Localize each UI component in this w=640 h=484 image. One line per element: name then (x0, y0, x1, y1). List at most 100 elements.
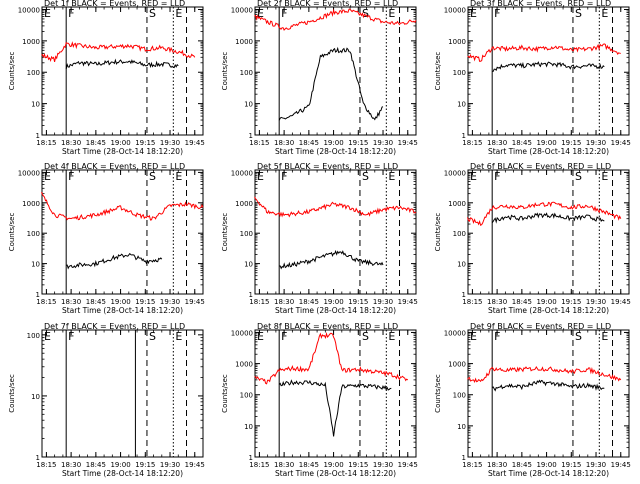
event-marker-label: E (257, 330, 264, 343)
x-tick-label: 19:00 (536, 139, 556, 147)
event-marker-label: E (601, 7, 608, 20)
chart-title: Det 1f BLACK = Events, RED = LLD (44, 0, 185, 8)
y-tick-label: 100 (240, 69, 253, 77)
event-marker-label: S (149, 170, 156, 183)
event-marker-label: E (601, 170, 608, 183)
x-tick-label: 18:30 (487, 461, 507, 469)
y-tick-label: 100 (453, 392, 466, 400)
y-tick-label: 10000 (444, 169, 466, 177)
x-tick-label: 18:15 (462, 461, 482, 469)
x-tick-label: 18:45 (86, 139, 106, 147)
x-axis-label: Start Time (28-Oct-14 18:12:20) (488, 147, 609, 156)
y-tick-label: 10 (457, 101, 466, 109)
x-tick-label: 18:45 (299, 298, 319, 306)
plot-frame (254, 169, 417, 295)
y-tick-label: 10 (457, 261, 466, 269)
chart-title: Det 2f BLACK = Events, RED = LLD (257, 0, 398, 8)
y-tick-label: 1000 (22, 38, 40, 46)
chart-title: Det 5f BLACK = Events, RED = LLD (257, 162, 398, 171)
y-tick-label: 100 (27, 230, 40, 238)
y-tick-label: 100 (27, 332, 40, 340)
event-marker-label: E (257, 7, 264, 20)
event-marker-label: S (362, 170, 369, 183)
event-marker-label: F (68, 170, 74, 183)
event-marker-label: S (362, 7, 369, 20)
x-tick-label: 19:00 (536, 461, 556, 469)
x-tick-label: 18:15 (36, 461, 56, 469)
event-marker-label: E (601, 330, 608, 343)
event-marker-label: E (257, 170, 264, 183)
event-marker-label: E (388, 7, 395, 20)
event-marker-label: F (281, 7, 287, 20)
event-marker-label: E (175, 330, 182, 343)
y-tick-label: 1000 (235, 38, 253, 46)
y-tick-label: 100 (453, 230, 466, 238)
y-tick-label: 1 (36, 454, 40, 462)
event-marker-label: E (470, 7, 477, 20)
x-tick-label: 19:30 (373, 461, 393, 469)
x-tick-label: 19:30 (373, 139, 393, 147)
event-marker-label: S (575, 7, 582, 20)
x-tick-label: 19:15 (348, 298, 368, 306)
x-tick-label: 18:45 (299, 139, 319, 147)
event-marker-label: S (575, 170, 582, 183)
y-tick-label: 10000 (18, 169, 40, 177)
x-tick-label: 19:00 (323, 461, 343, 469)
x-axis-label: Start Time (28-Oct-14 18:12:20) (488, 469, 609, 478)
x-tick-label: 18:30 (61, 461, 81, 469)
series-events-line (66, 252, 163, 270)
series-events-line (278, 379, 392, 437)
y-tick-label: 1 (249, 291, 253, 299)
series-lld-line (41, 191, 204, 221)
x-tick-label: 19:45 (398, 298, 418, 306)
event-marker-label: F (68, 7, 74, 20)
y-tick-label: 10 (31, 393, 40, 401)
series-lld-line (254, 331, 409, 385)
y-axis-label: Counts/sec (434, 374, 442, 413)
chart-title: Det 8f BLACK = Events, RED = LLD (257, 322, 398, 331)
x-axis-label: Start Time (28-Oct-14 18:12:20) (62, 306, 183, 315)
x-tick-label: 19:00 (110, 298, 130, 306)
x-tick-label: 18:15 (36, 298, 56, 306)
series-lld-line (254, 8, 417, 31)
event-marker-label: E (175, 7, 182, 20)
y-tick-label: 100 (240, 230, 253, 238)
x-tick-label: 19:15 (561, 298, 581, 306)
chart-title: Det 4f BLACK = Events, RED = LLD (44, 162, 185, 171)
x-tick-label: 19:30 (160, 461, 180, 469)
event-marker-label: S (149, 330, 156, 343)
x-tick-label: 19:00 (323, 298, 343, 306)
y-axis-label: Counts/sec (8, 374, 16, 413)
event-marker-label: E (388, 170, 395, 183)
x-tick-label: 19:45 (398, 139, 418, 147)
y-axis-label: Counts/sec (8, 213, 16, 252)
x-tick-label: 19:45 (185, 461, 205, 469)
x-tick-label: 18:45 (86, 461, 106, 469)
y-axis-label: Counts/sec (221, 52, 229, 91)
event-marker-label: F (68, 330, 74, 343)
x-tick-label: 19:30 (586, 461, 606, 469)
y-tick-label: 1 (249, 454, 253, 462)
y-tick-label: 1000 (235, 361, 253, 369)
x-tick-label: 19:15 (561, 461, 581, 469)
series-lld-line (467, 201, 622, 226)
series-events-line (65, 58, 179, 70)
x-tick-label: 19:30 (586, 298, 606, 306)
x-tick-label: 19:30 (586, 139, 606, 147)
y-tick-label: 10000 (444, 6, 466, 14)
series-events-line (492, 61, 605, 72)
x-tick-label: 19:00 (536, 298, 556, 306)
y-tick-label: 100 (27, 69, 40, 77)
y-tick-label: 1 (462, 454, 466, 462)
x-tick-label: 19:45 (185, 139, 205, 147)
event-marker-label: S (149, 7, 156, 20)
y-axis-label: Counts/sec (8, 52, 16, 91)
x-tick-label: 18:15 (249, 461, 269, 469)
y-tick-label: 1000 (22, 200, 40, 208)
x-tick-label: 19:45 (611, 139, 631, 147)
y-tick-label: 1000 (448, 38, 466, 46)
y-tick-label: 10 (457, 423, 466, 431)
x-tick-label: 18:45 (86, 298, 106, 306)
